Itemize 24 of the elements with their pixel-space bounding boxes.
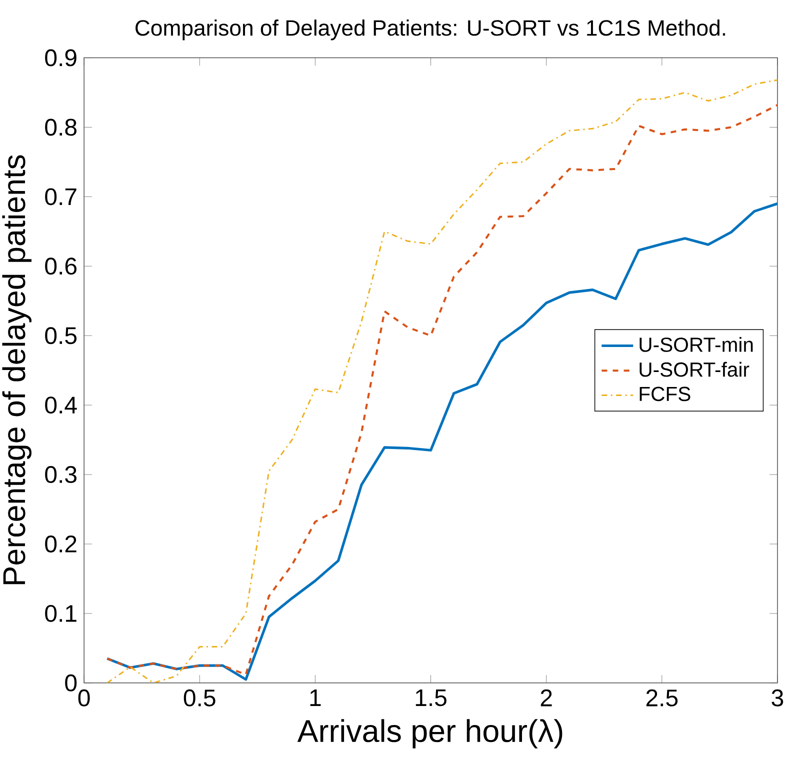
x-axis-title: Arrivals per hour(λ) xyxy=(297,719,562,749)
x-tick-label: 0.5 xyxy=(184,690,216,707)
y-tick-label: 0.6 xyxy=(45,258,76,275)
legend-label: FCFS xyxy=(640,386,690,402)
y-tick-label: 0 xyxy=(65,674,77,692)
x-tick-label: 3 xyxy=(772,690,784,707)
y-tick-label: 0.3 xyxy=(45,466,76,484)
y-axis-title: Percentage of delayed patients xyxy=(2,155,32,584)
x-tick-label: 1 xyxy=(310,690,321,706)
legend-label: U-SORT-fair xyxy=(640,362,750,377)
line-series xyxy=(106,202,778,681)
y-tick-label: 0.1 xyxy=(45,605,76,622)
chart-title: Comparison of Delayed Patients: U-SORT vs 1C1S Method. xyxy=(136,20,726,40)
y-tick-label: 0.7 xyxy=(45,188,76,206)
x-tick-label: 2 xyxy=(540,690,552,706)
y-tick-label: 0.9 xyxy=(45,49,76,66)
y-tick-label: 0.5 xyxy=(45,327,77,344)
legend-label: U-SORT-min xyxy=(640,337,753,352)
x-tick-label: 1.5 xyxy=(416,690,446,706)
x-tick-label: 0 xyxy=(78,690,90,707)
x-tick-label: 2.5 xyxy=(646,690,678,707)
y-tick-label: 0.8 xyxy=(45,118,76,136)
y-tick-label: 0.4 xyxy=(45,396,77,414)
y-tick-label: 0.2 xyxy=(45,536,76,553)
